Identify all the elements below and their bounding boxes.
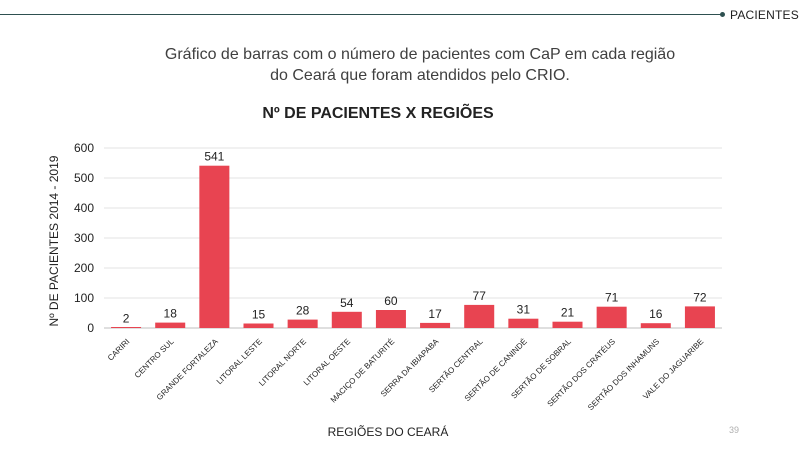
y-tick-label: 0 [87,321,94,335]
y-tick-label: 200 [74,261,94,275]
data-label-vale-do-jaguaribe: 72 [693,290,707,304]
data-label-sertao-central: 77 [473,289,487,303]
bar [199,165,230,328]
slide-caption: Gráfico de barras com o número de pacien… [150,44,690,86]
data-label-sertao-dos-inhamuns: 16 [649,307,663,321]
y-tick-label: 100 [74,291,94,305]
bar [375,310,406,328]
caption-line-2: do Ceará que foram atendidos pelo CRIO. [270,67,570,84]
header-rule [0,14,722,15]
data-label-centro-sul: 18 [164,307,178,321]
page-number: 39 [729,425,740,435]
data-label-serra-da-ibiapaba: 17 [428,307,442,321]
data-label-macico-de-baturite: 60 [384,294,398,308]
bar [684,306,715,328]
bar [464,304,495,328]
bar [420,322,451,328]
x-tick-label-litoral-norte: LITORAL NORTE [257,337,308,388]
bar [287,319,318,328]
data-label-grande-fortaleza: 541 [204,150,224,164]
x-tick-label-litoral-leste: LITORAL LESTE [215,337,264,386]
bar [111,327,142,328]
x-tick-label-litoral-oeste: LITORAL OESTE [302,337,352,387]
data-label-litoral-leste: 15 [252,308,266,322]
section-label: PACIENTES [730,8,799,22]
data-label-cariri: 2 [123,311,130,325]
data-label-litoral-oeste: 54 [340,296,354,310]
y-tick-label: 400 [74,201,94,215]
data-label-litoral-norte: 28 [296,304,310,318]
bar [243,323,274,328]
y-tick-label: 500 [74,171,94,185]
chart-title: Nº DE PACIENTES X REGIÕES [262,102,494,122]
y-tick-label: 300 [74,231,94,245]
x-tick-label-sertao-dos-inhamuns: SERTÃO DOS INHAMUNS [586,337,661,412]
x-tick-label-cariri: CARIRI [106,337,132,363]
data-label-sertao-de-sobral: 21 [561,306,575,320]
y-tick-label: 600 [74,141,94,155]
bar [155,322,186,328]
y-axis-title: Nº DE PACIENTES 2014 - 2019 [47,155,61,326]
data-label-sertao-de-caninde: 31 [517,303,531,317]
bar [552,321,583,328]
bar [640,323,671,328]
bar [331,311,362,328]
header-bullet-dot [720,12,725,17]
bar [508,318,539,328]
bar [596,306,627,328]
data-label-sertao-dos-crateus: 71 [605,291,619,305]
x-tick-label-centro-sul: CENTRO SUL [133,337,176,380]
caption-line-1: Gráfico de barras com o número de pacien… [164,46,676,63]
x-axis-title: REGIÕES DO CEARÁ [328,424,449,439]
